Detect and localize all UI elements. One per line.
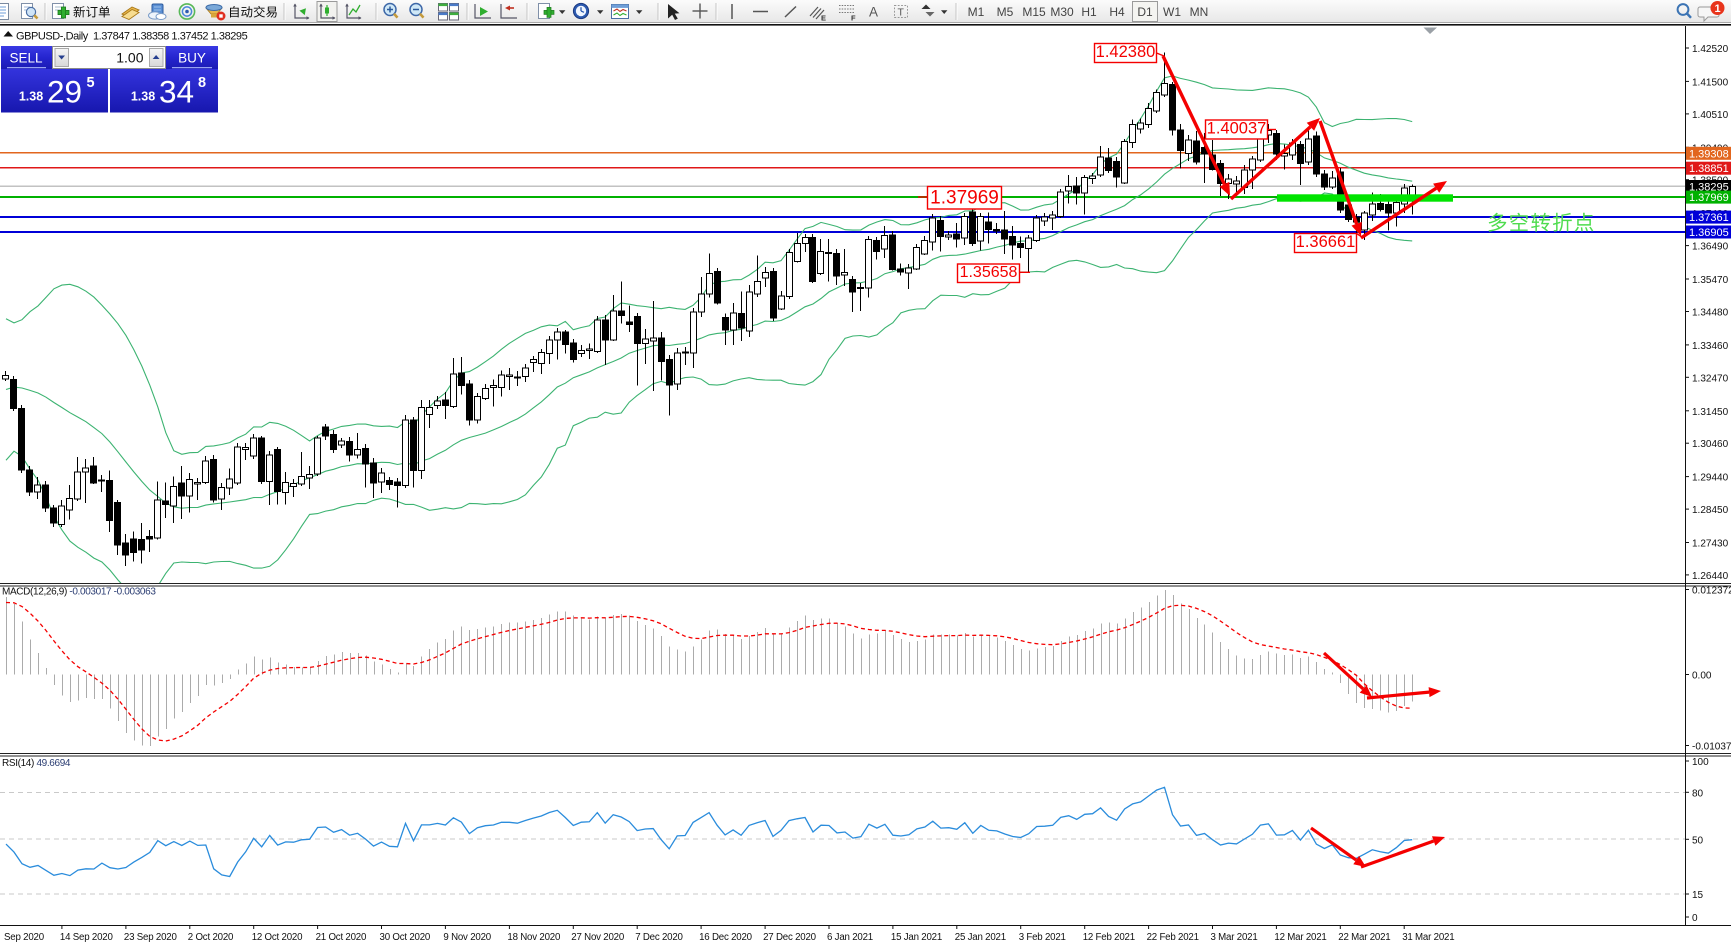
svg-text:22 Mar 2021: 22 Mar 2021 (1338, 932, 1390, 943)
svg-text:31 Mar 2021: 31 Mar 2021 (1402, 932, 1454, 943)
svg-text:25 Jan 2021: 25 Jan 2021 (955, 932, 1006, 943)
svg-text:0: 0 (1692, 913, 1698, 924)
svg-text:8: 8 (198, 75, 206, 91)
svg-text:M30: M30 (1050, 5, 1074, 19)
svg-text:12 Mar 2021: 12 Mar 2021 (1274, 932, 1326, 943)
svg-text:100: 100 (1692, 757, 1709, 768)
svg-text:5: 5 (87, 75, 95, 91)
svg-text:6 Jan 2021: 6 Jan 2021 (827, 932, 873, 943)
svg-text:MN: MN (1190, 5, 1209, 19)
svg-text:2 Oct 2020: 2 Oct 2020 (188, 932, 234, 943)
svg-text:1: 1 (1714, 3, 1720, 15)
svg-text:27 Dec 2020: 27 Dec 2020 (763, 932, 817, 943)
svg-text:MACD(12,26,9) -0.003017 -0.003: MACD(12,26,9) -0.003017 -0.003063 (2, 587, 156, 598)
svg-text:1.35470: 1.35470 (1692, 275, 1729, 286)
svg-text:3 Feb 2021: 3 Feb 2021 (1019, 932, 1066, 943)
svg-text:1.38: 1.38 (131, 90, 155, 104)
svg-text:34: 34 (159, 74, 194, 110)
svg-text:16 Dec 2020: 16 Dec 2020 (699, 932, 753, 943)
svg-text:1.36490: 1.36490 (1692, 242, 1729, 253)
svg-text:18 Nov 2020: 18 Nov 2020 (507, 932, 561, 943)
svg-text:50: 50 (1692, 835, 1704, 846)
svg-text:H4: H4 (1109, 5, 1125, 19)
svg-text:1.28450: 1.28450 (1692, 505, 1729, 516)
svg-text:1.42520: 1.42520 (1692, 44, 1729, 55)
svg-text:3 Mar 2021: 3 Mar 2021 (1211, 932, 1258, 943)
svg-text:1.36905: 1.36905 (1689, 227, 1729, 239)
svg-text:T: T (898, 7, 905, 19)
svg-text:1.30460: 1.30460 (1692, 439, 1729, 450)
svg-text:0.012372: 0.012372 (1692, 586, 1731, 597)
svg-text:1.42380: 1.42380 (1096, 43, 1156, 61)
svg-text:H1: H1 (1081, 5, 1097, 19)
svg-text:1.26440: 1.26440 (1692, 571, 1729, 582)
svg-text:F: F (851, 14, 856, 23)
svg-text:E: E (821, 14, 826, 23)
svg-text:21 Oct 2020: 21 Oct 2020 (316, 932, 367, 943)
svg-text:15 Jan 2021: 15 Jan 2021 (891, 932, 942, 943)
svg-text:9 Nov 2020: 9 Nov 2020 (443, 932, 491, 943)
svg-text:1.38851: 1.38851 (1689, 163, 1729, 175)
svg-text:1.36661: 1.36661 (1296, 233, 1356, 251)
svg-text:1.00: 1.00 (116, 50, 143, 66)
svg-text:SELL: SELL (9, 51, 43, 66)
svg-text:Sep 2020: Sep 2020 (4, 932, 45, 943)
svg-text:1.27430: 1.27430 (1692, 539, 1729, 550)
svg-text:BUY: BUY (178, 51, 206, 66)
svg-text:M15: M15 (1022, 5, 1046, 19)
svg-text:80: 80 (1692, 788, 1704, 799)
svg-text:22 Feb 2021: 22 Feb 2021 (1147, 932, 1199, 943)
svg-text:-0.010374: -0.010374 (1692, 742, 1731, 753)
svg-text:1.37361: 1.37361 (1689, 212, 1729, 224)
svg-text:1.37969: 1.37969 (1689, 192, 1729, 204)
svg-text:27 Nov 2020: 27 Nov 2020 (571, 932, 625, 943)
svg-text:1.37969: 1.37969 (930, 188, 999, 209)
svg-text:23 Sep 2020: 23 Sep 2020 (124, 932, 178, 943)
svg-text:0.00: 0.00 (1692, 671, 1712, 682)
svg-text:1.31450: 1.31450 (1692, 407, 1729, 418)
svg-text:1.32470: 1.32470 (1692, 373, 1729, 384)
svg-text:1.33460: 1.33460 (1692, 341, 1729, 352)
svg-text:14 Sep 2020: 14 Sep 2020 (60, 932, 114, 943)
svg-text:12 Oct 2020: 12 Oct 2020 (252, 932, 303, 943)
svg-text:RSI(14) 49.6694: RSI(14) 49.6694 (2, 758, 71, 769)
svg-text:1.41500: 1.41500 (1692, 77, 1729, 88)
svg-text:7 Dec 2020: 7 Dec 2020 (635, 932, 683, 943)
svg-text:1.39308: 1.39308 (1689, 148, 1729, 160)
svg-text:12 Feb 2021: 12 Feb 2021 (1083, 932, 1135, 943)
svg-text:1.35658: 1.35658 (960, 264, 1018, 281)
svg-text:1.40510: 1.40510 (1692, 110, 1729, 121)
svg-text:15: 15 (1692, 890, 1704, 901)
svg-text:M1: M1 (968, 5, 985, 19)
svg-text:1.40037: 1.40037 (1207, 120, 1267, 138)
svg-text:W1: W1 (1163, 5, 1181, 19)
svg-text:D1: D1 (1137, 5, 1153, 19)
svg-text:1.34480: 1.34480 (1692, 308, 1729, 319)
svg-text:29: 29 (47, 74, 82, 110)
svg-text:1.38: 1.38 (19, 90, 43, 104)
svg-text:A: A (869, 5, 878, 20)
svg-text:30 Oct 2020: 30 Oct 2020 (380, 932, 431, 943)
svg-text:1.29440: 1.29440 (1692, 473, 1729, 484)
svg-text:M5: M5 (997, 5, 1014, 19)
svg-text:1.38295: 1.38295 (1689, 182, 1729, 194)
svg-text:GBPUSD-,Daily 1.37847 1.38358: GBPUSD-,Daily 1.37847 1.38358 1.37452 1.… (16, 31, 248, 43)
